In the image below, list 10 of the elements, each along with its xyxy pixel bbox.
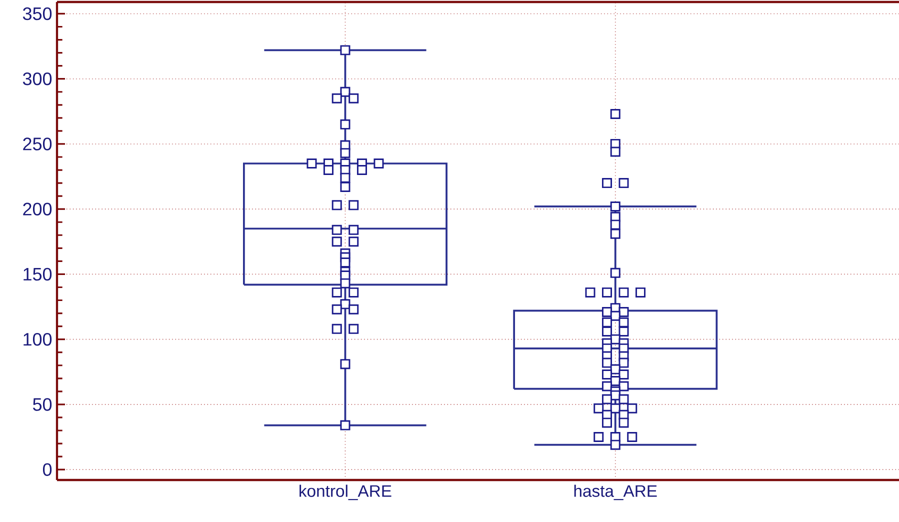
y-tick-label: 200: [23, 202, 52, 216]
y-tick-label: 250: [23, 138, 52, 150]
y-tick-label: 100: [24, 332, 52, 346]
y-tick-label: 0: [42, 463, 52, 476]
x-tick-label: kontrol_ARE: [300, 484, 392, 500]
y-tick-label: 150: [24, 268, 52, 281]
x-tick-label: hasta_ARE: [574, 484, 657, 500]
y-tick-label: 300: [22, 72, 52, 86]
y-tick-label: 350: [22, 7, 52, 20]
y-tick-label: 50: [32, 398, 52, 411]
